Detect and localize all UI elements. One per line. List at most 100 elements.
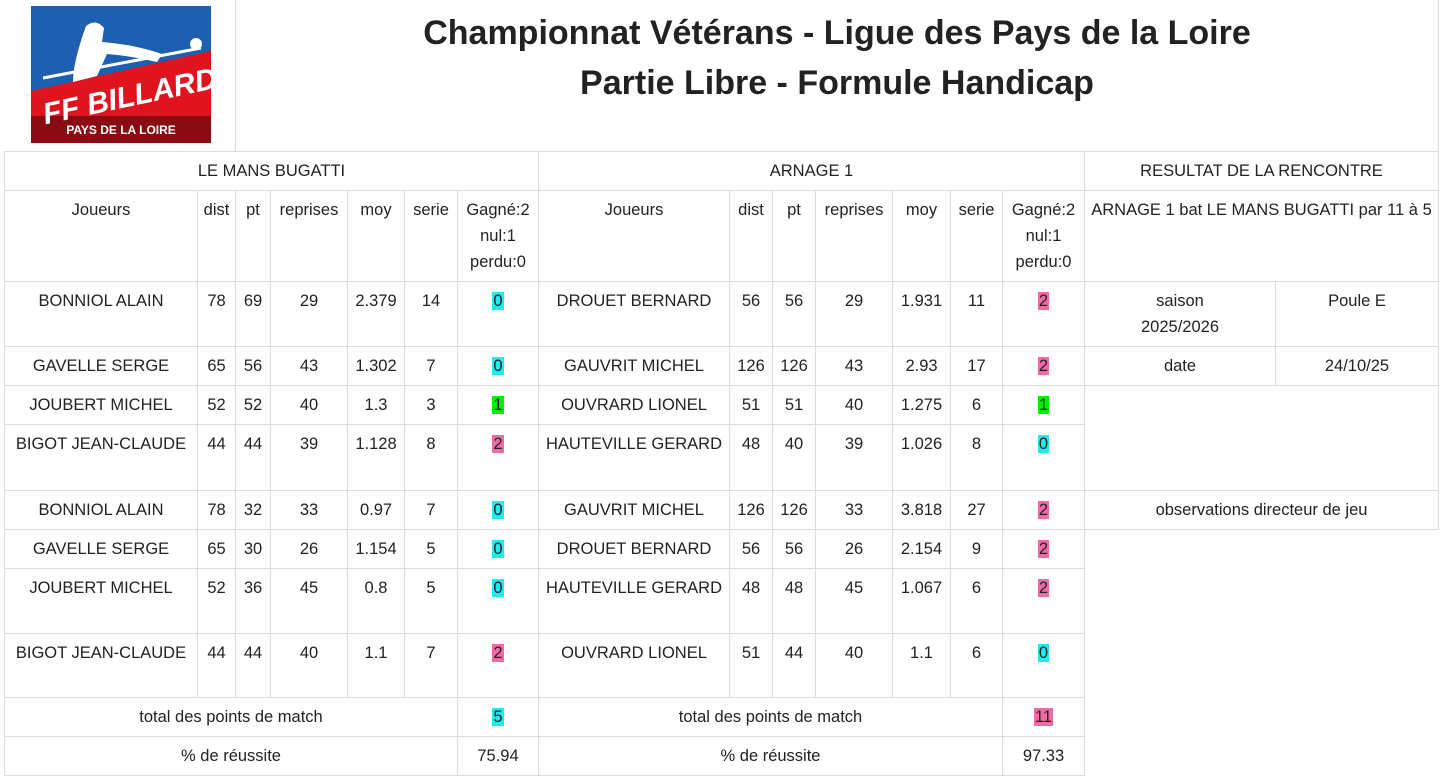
home-players: BIGOT JEAN-CLAUDE xyxy=(4,424,198,491)
result-badge: 0 xyxy=(1037,644,1050,662)
away-totals-value: 11 xyxy=(1002,697,1085,737)
result-badge: 2 xyxy=(1037,292,1050,310)
home-dist: 44 xyxy=(197,633,236,698)
away-reprises: 40 xyxy=(815,385,893,425)
home-reprises: 40 xyxy=(270,633,348,698)
away-moy: 1.275 xyxy=(892,385,951,425)
logo-cell: FF BILLARD PAYS DE LA LOIRE xyxy=(4,0,236,152)
home-result: 0 xyxy=(457,346,539,386)
home-col-dist: dist xyxy=(197,190,236,282)
home-col-serie: serie xyxy=(404,190,458,282)
home-reprises: 29 xyxy=(270,281,348,347)
season-label: saison xyxy=(1156,292,1204,310)
away-reprises: 43 xyxy=(815,346,893,386)
title-line-1: Championnat Vétérans - Ligue des Pays de… xyxy=(423,14,1251,52)
away-col-serie: serie xyxy=(950,190,1003,282)
away-moy: 1.026 xyxy=(892,424,951,491)
match-row: BONNIOL ALAIN 78 69 29 2.379 14 0 DROUET BERNAR… xyxy=(4,281,1439,347)
home-pt: 36 xyxy=(235,568,271,634)
home-success-value: 75.94 xyxy=(457,736,539,776)
away-players: GAUVRIT MICHEL xyxy=(538,490,730,530)
away-players: OUVRARD LIONEL xyxy=(538,633,730,698)
observations-label: observations directeur de jeu xyxy=(1084,490,1439,530)
away-pt: 56 xyxy=(772,281,816,347)
home-dist: 44 xyxy=(197,424,236,491)
away-moy: 1.067 xyxy=(892,568,951,634)
away-col-moy: moy xyxy=(892,190,951,282)
away-dist: 48 xyxy=(729,568,773,634)
away-serie: 17 xyxy=(950,346,1003,386)
away-serie: 6 xyxy=(950,568,1003,634)
home-pt: 30 xyxy=(235,529,271,569)
home-players: BONNIOL ALAIN xyxy=(4,490,198,530)
home-players: JOUBERT MICHEL xyxy=(4,568,198,634)
home-reprises: 40 xyxy=(270,385,348,425)
svg-text:PAYS DE LA LOIRE: PAYS DE LA LOIRE xyxy=(66,123,176,137)
away-reprises: 40 xyxy=(815,633,893,698)
home-moy: 0.97 xyxy=(347,490,405,530)
home-col-result: Gagné:2 nul:1 perdu:0 xyxy=(457,190,539,282)
page-title: Championnat Vétérans - Ligue des Pays de… xyxy=(235,0,1439,152)
home-totals-value: 5 xyxy=(457,697,539,737)
match-row: BIGOT JEAN-CLAUDE 44 44 40 1.1 7 2 OUVRARD LION… xyxy=(4,633,1439,698)
away-players: HAUTEVILLE GERARD xyxy=(538,568,730,634)
result-badge: 2 xyxy=(1037,579,1050,597)
home-dist: 78 xyxy=(197,490,236,530)
home-serie: 8 xyxy=(404,424,458,491)
observations-area[interactable] xyxy=(1084,529,1439,776)
result-badge: 0 xyxy=(492,579,504,597)
season-value: 2025/2026 xyxy=(1141,318,1219,336)
home-pt: 44 xyxy=(235,633,271,698)
home-result: 2 xyxy=(457,633,539,698)
home-moy: 1.302 xyxy=(347,346,405,386)
date-value: 24/10/25 xyxy=(1275,346,1439,386)
away-moy: 1.931 xyxy=(892,281,951,347)
pool-value: Poule E xyxy=(1275,281,1439,347)
match-row: BONNIOL ALAIN 78 32 33 0.97 7 0 GAUVRIT MICHEL 1… xyxy=(4,490,1439,530)
away-serie: 9 xyxy=(950,529,1003,569)
ff-billard-logo: FF BILLARD PAYS DE LA LOIRE xyxy=(30,6,219,143)
away-result: 2 xyxy=(1002,346,1085,386)
home-team-name: LE MANS BUGATTI xyxy=(4,151,539,191)
home-serie: 7 xyxy=(404,490,458,530)
away-players: GAUVRIT MICHEL xyxy=(538,346,730,386)
match-sheet: FF BILLARD PAYS DE LA LOIRE Championnat … xyxy=(4,0,1439,776)
title-line-2: Partie Libre - Formule Handicap xyxy=(580,64,1094,102)
away-dist: 51 xyxy=(729,633,773,698)
home-moy: 1.3 xyxy=(347,385,405,425)
away-result: 2 xyxy=(1002,568,1085,634)
home-serie: 5 xyxy=(404,529,458,569)
away-dist: 48 xyxy=(729,424,773,491)
result-badge: 2 xyxy=(492,644,504,662)
away-players: HAUTEVILLE GERARD xyxy=(538,424,730,491)
match-row: GAVELLE SERGE 65 56 43 1.302 7 0 GAUVRIT MICHEL… xyxy=(4,346,1439,386)
away-reprises: 33 xyxy=(815,490,893,530)
totals-label: total des points de match xyxy=(538,697,1003,737)
away-result: 2 xyxy=(1002,529,1085,569)
home-reprises: 39 xyxy=(270,424,348,491)
home-serie: 5 xyxy=(404,568,458,634)
match-row: GAVELLE SERGE 65 30 26 1.154 5 0 DROUET BERNARD… xyxy=(4,529,1439,776)
home-serie: 7 xyxy=(404,346,458,386)
legend-loss: perdu:0 xyxy=(470,253,526,271)
away-pt: 51 xyxy=(772,385,816,425)
away-dist: 56 xyxy=(729,529,773,569)
home-col-reprises: reprises xyxy=(270,190,348,282)
away-reprises: 45 xyxy=(815,568,893,634)
away-moy: 2.93 xyxy=(892,346,951,386)
total-badge: 11 xyxy=(1033,708,1054,726)
away-reprises: 39 xyxy=(815,424,893,491)
home-players: JOUBERT MICHEL xyxy=(4,385,198,425)
home-reprises: 26 xyxy=(270,529,348,569)
away-serie: 8 xyxy=(950,424,1003,491)
away-reprises: 26 xyxy=(815,529,893,569)
match-row: JOUBERT MICHEL 52 36 45 0.8 5 0 HAUTEVILLE GERA… xyxy=(4,568,1439,634)
season-cell: saison 2025/2026 xyxy=(1084,281,1276,347)
home-moy: 1.1 xyxy=(347,633,405,698)
result-badge: 0 xyxy=(492,292,504,310)
result-badge: 0 xyxy=(1037,435,1050,453)
result-badge: 2 xyxy=(1037,357,1050,375)
legend-win: Gagné:2 xyxy=(466,201,530,219)
home-players: BONNIOL ALAIN xyxy=(4,281,198,347)
away-moy: 1.1 xyxy=(892,633,951,698)
